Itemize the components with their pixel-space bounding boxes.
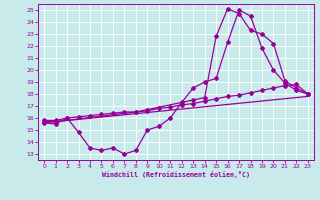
X-axis label: Windchill (Refroidissement éolien,°C): Windchill (Refroidissement éolien,°C): [102, 171, 250, 178]
